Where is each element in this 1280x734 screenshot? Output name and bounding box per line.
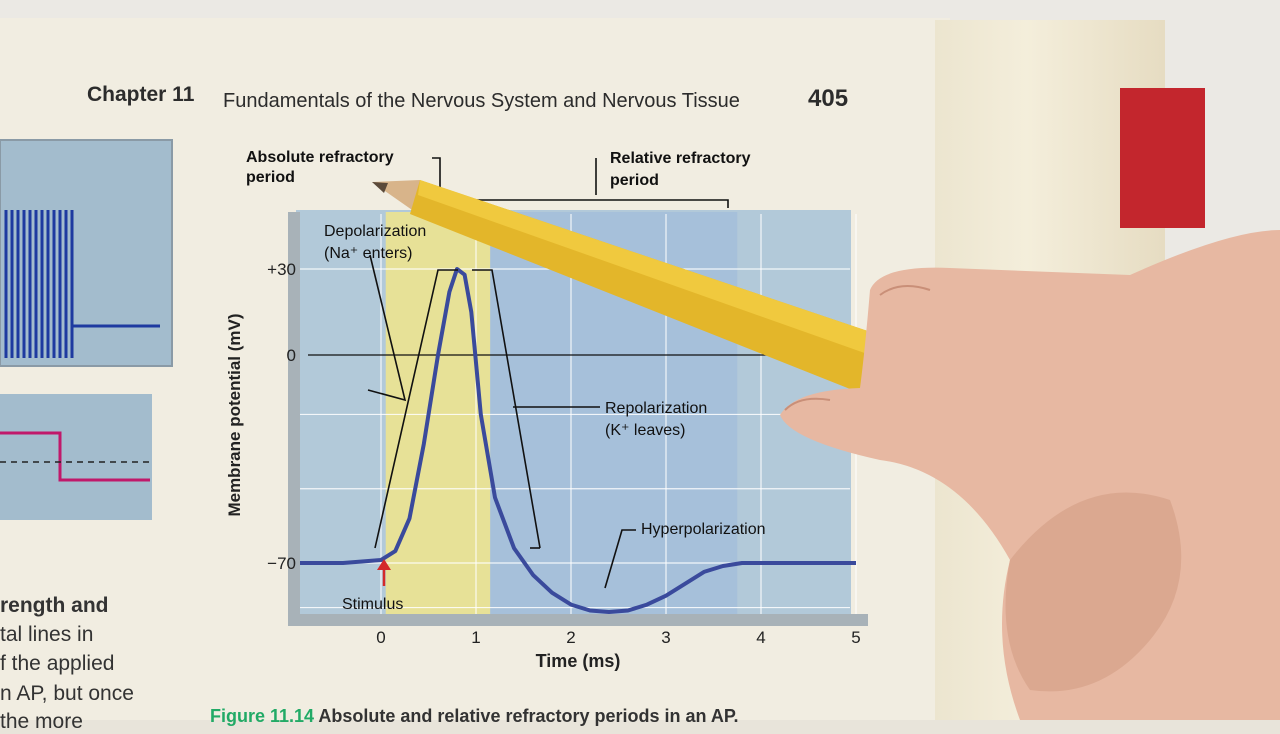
pencil-lead: [372, 182, 388, 193]
chapter-label: Chapter 11: [87, 83, 195, 106]
figure-caption: Figure 11.14 Absolute and relative refra…: [210, 706, 739, 727]
left-text-line-2: tal lines in: [0, 623, 94, 646]
repolarization-label-2: (K⁺ leaves): [605, 422, 685, 439]
fingernail-middle: [784, 397, 831, 411]
left-text-line-1: rength and: [0, 594, 109, 617]
x-tick-label: 4: [756, 628, 765, 647]
y-tick-label: 0: [287, 346, 296, 365]
left-text-line-4: n AP, but once: [0, 682, 134, 705]
chart-frame-left: [288, 212, 300, 626]
absolute-refractory-label-1: Absolute refractory: [246, 149, 394, 166]
depolarization-label-2: (Na⁺ enters): [324, 245, 412, 262]
x-tick-labels: 0 1 2 3 4 5: [376, 628, 860, 647]
thumb: [1005, 492, 1182, 692]
y-axis-label: Membrane potential (mV): [225, 313, 244, 516]
fingernail-index: [879, 285, 931, 296]
membrane-potential-line: [300, 267, 856, 614]
depolarization-pointer: [367, 254, 407, 402]
x-tick-label: 3: [661, 628, 670, 647]
depolarization-label-1: Depolarization: [324, 223, 426, 240]
book-cover-red: [1120, 88, 1205, 228]
stimulus-arrow: [377, 559, 391, 586]
relative-refractory-label-1: Relative refractory: [610, 150, 751, 167]
repolarization-label-1: Repolarization: [605, 400, 707, 417]
chapter-title: Fundamentals of the Nervous System and N…: [223, 90, 740, 112]
left-text-line-3: f the applied: [0, 652, 115, 675]
absolute-refractory-label-2: period: [246, 169, 295, 186]
x-tick-label: 1: [471, 628, 480, 647]
caption-figure-number: Figure 11.14: [210, 706, 315, 726]
stimulus-label: Stimulus: [342, 596, 403, 613]
y-tick-label: −70: [267, 554, 296, 573]
page-number: 405: [808, 85, 849, 112]
x-tick-label: 2: [566, 628, 575, 647]
caption-text: Absolute and relative refractory periods…: [318, 706, 739, 726]
y-tick-labels: +30 0 −70: [267, 260, 296, 573]
y-tick-label: +30: [267, 260, 296, 279]
x-tick-label: 5: [851, 628, 860, 647]
hyperpolarization-label: Hyperpolarization: [641, 521, 766, 538]
annotation-brackets: [367, 157, 729, 589]
repolarization-bracket-right: [472, 269, 541, 549]
chart-frame-bottom: [288, 614, 868, 626]
x-tick-label: 0: [376, 628, 385, 647]
hyperpolarization-pointer: [604, 529, 636, 589]
relative-refractory-label-2: period: [610, 172, 659, 189]
depolarization-bracket-left: [374, 269, 458, 549]
x-axis-label: Time (ms): [536, 651, 621, 671]
